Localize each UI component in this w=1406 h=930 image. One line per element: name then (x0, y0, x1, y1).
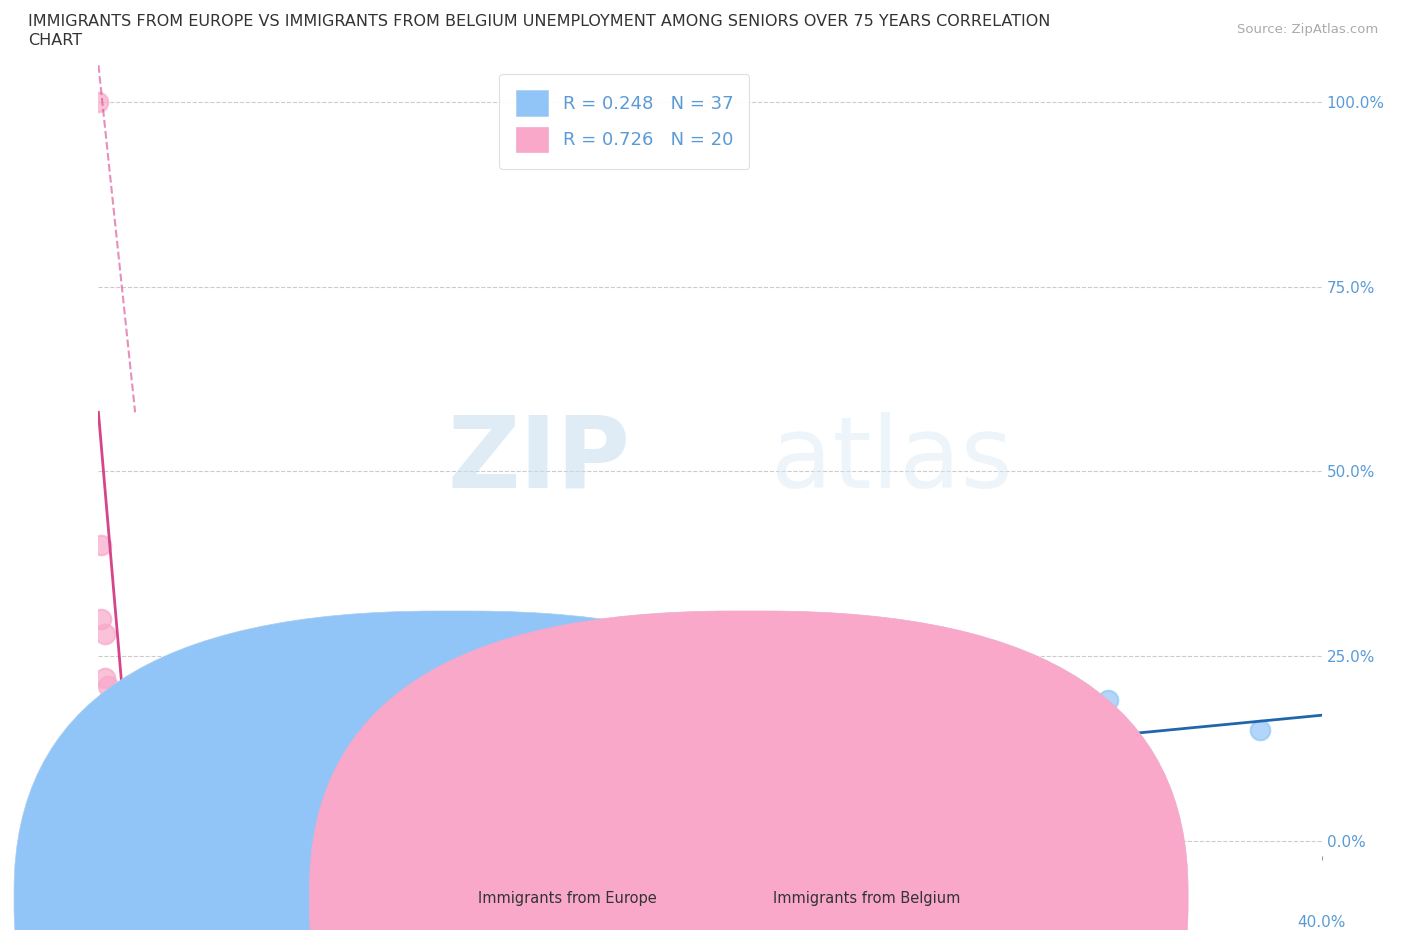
Text: Source: ZipAtlas.com: Source: ZipAtlas.com (1237, 23, 1378, 36)
Point (163, 833, 186, 848)
Point (100, 723, 122, 737)
Point (108, 833, 131, 848)
Text: IMMIGRANTS FROM EUROPE VS IMMIGRANTS FROM BELGIUM UNEMPLOYMENT AMONG SENIORS OVE: IMMIGRANTS FROM EUROPE VS IMMIGRANTS FRO… (28, 14, 1050, 29)
Point (775, 789, 797, 804)
Point (652, 715, 675, 730)
Point (868, 789, 890, 804)
Point (111, 833, 134, 848)
Point (105, 745, 128, 760)
Point (592, 730, 614, 745)
Text: Immigrants from Europe: Immigrants from Europe (478, 891, 657, 906)
Point (149, 833, 172, 848)
Point (115, 789, 138, 804)
Point (103, 737, 125, 752)
Point (93, 833, 115, 848)
Point (97, 678, 120, 693)
Point (127, 833, 149, 848)
Point (124, 833, 146, 848)
Point (485, 708, 508, 723)
Point (115, 833, 138, 848)
Point (179, 833, 201, 848)
Point (136, 833, 159, 848)
Point (392, 715, 416, 730)
Point (97, 700, 120, 715)
Point (730, 730, 752, 745)
Text: Immigrants from Belgium: Immigrants from Belgium (773, 891, 960, 906)
Point (121, 833, 143, 848)
Point (93, 627, 115, 642)
Point (111, 775, 134, 790)
Text: atlas: atlas (772, 412, 1012, 509)
Point (142, 833, 165, 848)
Point (118, 796, 141, 811)
Point (87, 833, 110, 848)
Point (1004, 789, 1026, 804)
Point (1097, 693, 1119, 708)
Point (93, 671, 115, 685)
Point (90, 612, 112, 627)
Point (285, 723, 308, 737)
Point (108, 767, 131, 782)
Point (439, 730, 461, 745)
Point (134, 833, 156, 848)
Point (561, 700, 583, 715)
Point (100, 833, 122, 848)
Text: ZIP: ZIP (447, 412, 630, 509)
Text: 40.0%: 40.0% (1298, 915, 1346, 930)
Point (129, 833, 152, 848)
Point (683, 737, 706, 752)
Point (87, 95, 110, 110)
Text: CHART: CHART (28, 33, 82, 47)
Point (105, 833, 128, 848)
Point (103, 730, 125, 745)
Point (256, 737, 278, 752)
Point (118, 833, 141, 848)
Point (121, 811, 143, 826)
Point (530, 723, 553, 737)
Point (100, 708, 122, 723)
Point (90, 538, 112, 552)
Point (1249, 723, 1271, 737)
Point (209, 796, 232, 811)
Point (105, 752, 128, 767)
Point (103, 833, 125, 848)
Point (347, 730, 370, 745)
Point (124, 833, 146, 848)
Legend: R = 0.248   N = 37, R = 0.726   N = 20: R = 0.248 N = 37, R = 0.726 N = 20 (499, 74, 749, 168)
Point (108, 760, 131, 775)
